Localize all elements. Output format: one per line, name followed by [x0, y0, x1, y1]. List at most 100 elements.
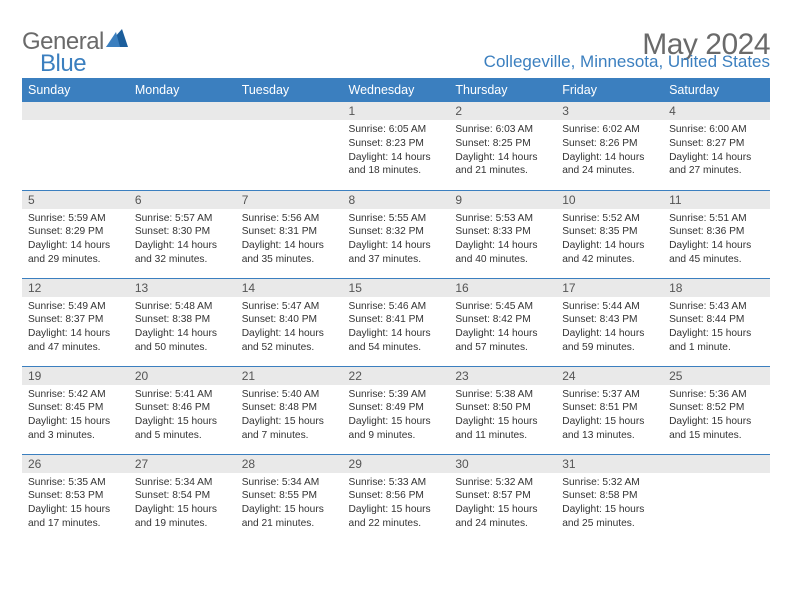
day-header: Thursday [449, 78, 556, 102]
daylight-text: Daylight: 15 hours and 9 minutes. [349, 415, 444, 443]
daylight-text: Daylight: 15 hours and 1 minute. [669, 327, 764, 355]
sunrise-text: Sunrise: 5:38 AM [455, 388, 550, 402]
calendar-day-cell: 10Sunrise: 5:52 AMSunset: 8:35 PMDayligh… [556, 190, 663, 278]
logo-word-2: Blue [40, 50, 86, 78]
sunset-text: Sunset: 8:57 PM [455, 489, 550, 503]
calendar-day-cell: 20Sunrise: 5:41 AMSunset: 8:46 PMDayligh… [129, 366, 236, 454]
day-content: Sunrise: 5:34 AMSunset: 8:55 PMDaylight:… [236, 473, 343, 535]
day-number: 27 [129, 455, 236, 473]
calendar-day-cell: 8Sunrise: 5:55 AMSunset: 8:32 PMDaylight… [343, 190, 450, 278]
calendar-week-row: 12Sunrise: 5:49 AMSunset: 8:37 PMDayligh… [22, 278, 770, 366]
sunrise-text: Sunrise: 5:53 AM [455, 212, 550, 226]
day-number: 3 [556, 102, 663, 120]
day-number: 8 [343, 191, 450, 209]
day-content [129, 120, 236, 127]
sunset-text: Sunset: 8:25 PM [455, 137, 550, 151]
sunrise-text: Sunrise: 5:40 AM [242, 388, 337, 402]
daylight-text: Daylight: 14 hours and 32 minutes. [135, 239, 230, 267]
daylight-text: Daylight: 14 hours and 42 minutes. [562, 239, 657, 267]
daylight-text: Daylight: 15 hours and 22 minutes. [349, 503, 444, 531]
daylight-text: Daylight: 15 hours and 7 minutes. [242, 415, 337, 443]
day-number: 31 [556, 455, 663, 473]
sunrise-text: Sunrise: 5:57 AM [135, 212, 230, 226]
daylight-text: Daylight: 15 hours and 19 minutes. [135, 503, 230, 531]
location-label: Collegeville, Minnesota, United States [484, 52, 770, 72]
sunrise-text: Sunrise: 5:45 AM [455, 300, 550, 314]
daylight-text: Daylight: 15 hours and 5 minutes. [135, 415, 230, 443]
day-number: 2 [449, 102, 556, 120]
sunrise-text: Sunrise: 5:34 AM [135, 476, 230, 490]
daylight-text: Daylight: 15 hours and 24 minutes. [455, 503, 550, 531]
daylight-text: Daylight: 15 hours and 15 minutes. [669, 415, 764, 443]
day-content: Sunrise: 5:49 AMSunset: 8:37 PMDaylight:… [22, 297, 129, 359]
day-content: Sunrise: 5:43 AMSunset: 8:44 PMDaylight:… [663, 297, 770, 359]
sunrise-text: Sunrise: 5:55 AM [349, 212, 444, 226]
day-number: 14 [236, 279, 343, 297]
calendar-week-row: 19Sunrise: 5:42 AMSunset: 8:45 PMDayligh… [22, 366, 770, 454]
daylight-text: Daylight: 14 hours and 29 minutes. [28, 239, 123, 267]
sunrise-text: Sunrise: 6:03 AM [455, 123, 550, 137]
daylight-text: Daylight: 14 hours and 27 minutes. [669, 151, 764, 179]
day-number: 7 [236, 191, 343, 209]
day-content: Sunrise: 5:37 AMSunset: 8:51 PMDaylight:… [556, 385, 663, 447]
sunset-text: Sunset: 8:55 PM [242, 489, 337, 503]
day-content: Sunrise: 5:47 AMSunset: 8:40 PMDaylight:… [236, 297, 343, 359]
sunrise-text: Sunrise: 6:05 AM [349, 123, 444, 137]
day-number: . [129, 102, 236, 120]
day-number: 22 [343, 367, 450, 385]
day-content: Sunrise: 5:40 AMSunset: 8:48 PMDaylight:… [236, 385, 343, 447]
calendar-day-cell: 31Sunrise: 5:32 AMSunset: 8:58 PMDayligh… [556, 454, 663, 542]
calendar-table: SundayMondayTuesdayWednesdayThursdayFrid… [22, 78, 770, 542]
day-header-row: SundayMondayTuesdayWednesdayThursdayFrid… [22, 78, 770, 102]
day-content: Sunrise: 6:05 AMSunset: 8:23 PMDaylight:… [343, 120, 450, 182]
calendar-day-cell: . [22, 102, 129, 190]
day-content [663, 473, 770, 480]
day-header: Friday [556, 78, 663, 102]
day-content: Sunrise: 5:34 AMSunset: 8:54 PMDaylight:… [129, 473, 236, 535]
day-header: Wednesday [343, 78, 450, 102]
daylight-text: Daylight: 15 hours and 21 minutes. [242, 503, 337, 531]
calendar-day-cell: 27Sunrise: 5:34 AMSunset: 8:54 PMDayligh… [129, 454, 236, 542]
day-number: 5 [22, 191, 129, 209]
calendar-day-cell: 9Sunrise: 5:53 AMSunset: 8:33 PMDaylight… [449, 190, 556, 278]
sunrise-text: Sunrise: 5:32 AM [562, 476, 657, 490]
day-content: Sunrise: 5:42 AMSunset: 8:45 PMDaylight:… [22, 385, 129, 447]
sunset-text: Sunset: 8:56 PM [349, 489, 444, 503]
day-content: Sunrise: 5:55 AMSunset: 8:32 PMDaylight:… [343, 209, 450, 271]
day-number: 18 [663, 279, 770, 297]
sunrise-text: Sunrise: 5:41 AM [135, 388, 230, 402]
calendar-day-cell: 2Sunrise: 6:03 AMSunset: 8:25 PMDaylight… [449, 102, 556, 190]
day-number: 24 [556, 367, 663, 385]
sunset-text: Sunset: 8:52 PM [669, 401, 764, 415]
day-number: 23 [449, 367, 556, 385]
sunrise-text: Sunrise: 5:56 AM [242, 212, 337, 226]
day-number: 25 [663, 367, 770, 385]
day-number: . [236, 102, 343, 120]
day-number: . [22, 102, 129, 120]
day-number: 30 [449, 455, 556, 473]
calendar-day-cell: 30Sunrise: 5:32 AMSunset: 8:57 PMDayligh… [449, 454, 556, 542]
daylight-text: Daylight: 14 hours and 18 minutes. [349, 151, 444, 179]
day-number: 21 [236, 367, 343, 385]
sunset-text: Sunset: 8:30 PM [135, 225, 230, 239]
sunrise-text: Sunrise: 6:00 AM [669, 123, 764, 137]
day-content: Sunrise: 5:44 AMSunset: 8:43 PMDaylight:… [556, 297, 663, 359]
calendar-day-cell: 25 Sunrise: 5:36 AMSunset: 8:52 PMDayligh… [663, 366, 770, 454]
calendar-day-cell: 14Sunrise: 5:47 AMSunset: 8:40 PMDayligh… [236, 278, 343, 366]
day-content: Sunrise: 5:45 AMSunset: 8:42 PMDaylight:… [449, 297, 556, 359]
sunset-text: Sunset: 8:40 PM [242, 313, 337, 327]
day-content: Sunrise: 5:46 AMSunset: 8:41 PMDaylight:… [343, 297, 450, 359]
calendar-day-cell: 15Sunrise: 5:46 AMSunset: 8:41 PMDayligh… [343, 278, 450, 366]
day-number: 10 [556, 191, 663, 209]
calendar-day-cell: . [236, 102, 343, 190]
daylight-text: Daylight: 15 hours and 3 minutes. [28, 415, 123, 443]
sunrise-text: Sunrise: 5:44 AM [562, 300, 657, 314]
day-content: Sunrise: 6:03 AMSunset: 8:25 PMDaylight:… [449, 120, 556, 182]
sunset-text: Sunset: 8:49 PM [349, 401, 444, 415]
sunrise-text: Sunrise: 5:36 AM [669, 388, 764, 402]
day-content: Sunrise: 5:33 AMSunset: 8:56 PMDaylight:… [343, 473, 450, 535]
day-number: 29 [343, 455, 450, 473]
sunrise-text: Sunrise: 5:39 AM [349, 388, 444, 402]
calendar-day-cell: 6Sunrise: 5:57 AMSunset: 8:30 PMDaylight… [129, 190, 236, 278]
calendar-day-cell: . [129, 102, 236, 190]
